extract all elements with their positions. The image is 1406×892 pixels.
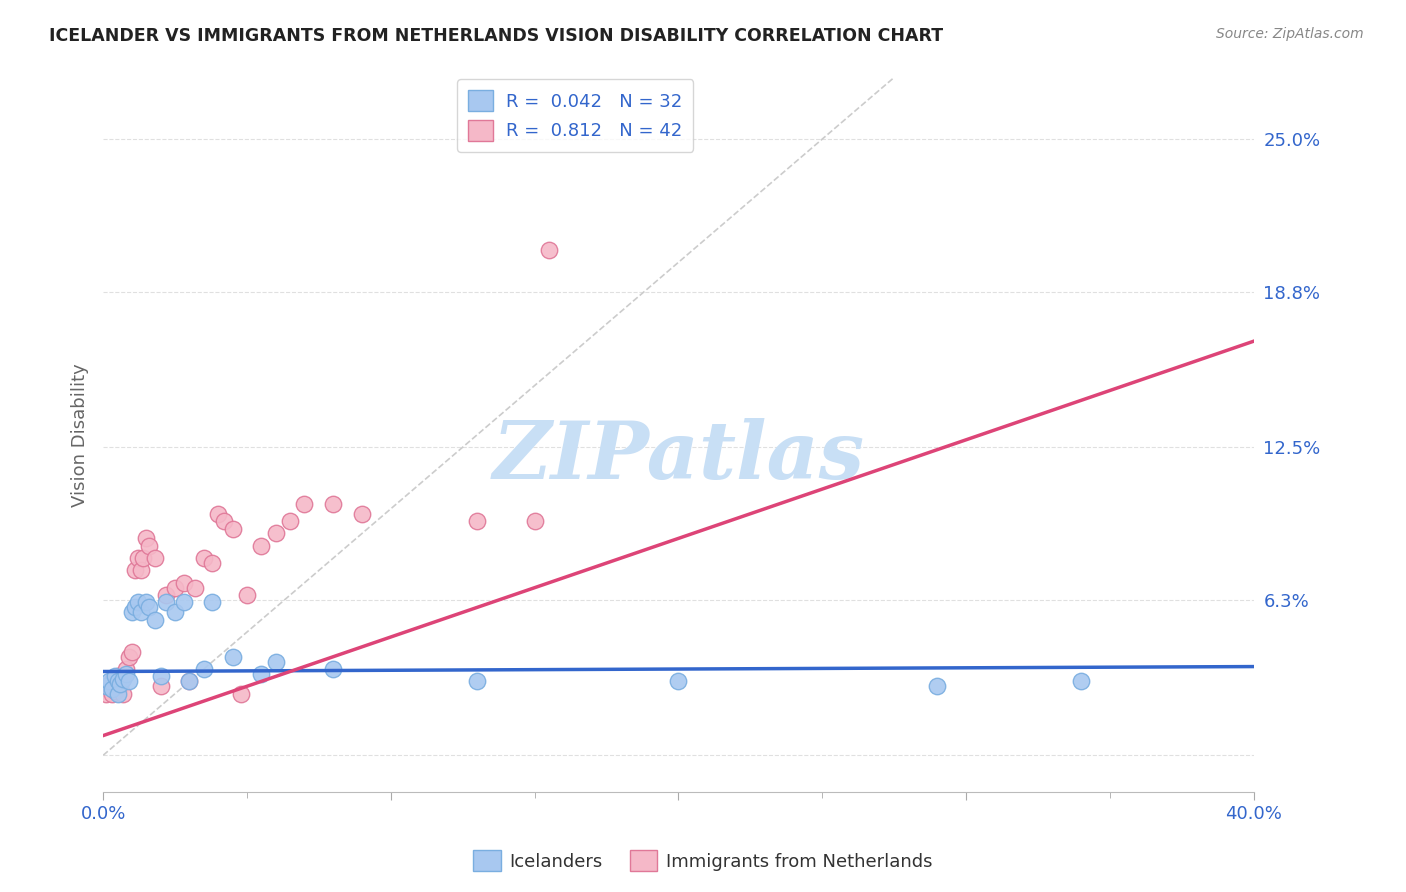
Point xyxy=(250,667,273,681)
Point xyxy=(97,679,120,693)
Point xyxy=(201,556,224,570)
Point xyxy=(100,687,122,701)
Point xyxy=(138,539,160,553)
Point xyxy=(149,669,172,683)
Point xyxy=(143,613,166,627)
Text: ICELANDER VS IMMIGRANTS FROM NETHERLANDS VISION DISABILITY CORRELATION CHART: ICELANDER VS IMMIGRANTS FROM NETHERLANDS… xyxy=(49,27,943,45)
Point xyxy=(207,507,229,521)
Point xyxy=(668,674,690,689)
Point xyxy=(121,605,143,619)
Point xyxy=(129,605,152,619)
Text: ZIPatlas: ZIPatlas xyxy=(492,417,865,495)
Point xyxy=(107,674,129,689)
Point xyxy=(97,674,120,689)
Point xyxy=(179,674,201,689)
Point xyxy=(124,564,146,578)
Point xyxy=(115,662,138,676)
Point xyxy=(118,649,141,664)
Point xyxy=(231,687,253,701)
Point xyxy=(173,595,195,609)
Point xyxy=(132,551,155,566)
Point xyxy=(107,669,129,683)
Point xyxy=(149,679,172,693)
Point xyxy=(201,595,224,609)
Y-axis label: Vision Disability: Vision Disability xyxy=(72,363,89,507)
Point xyxy=(179,674,201,689)
Point xyxy=(115,667,138,681)
Point xyxy=(322,662,344,676)
Point xyxy=(107,674,129,689)
Point xyxy=(138,600,160,615)
Point xyxy=(94,687,117,701)
Point xyxy=(173,575,195,590)
Point xyxy=(221,522,243,536)
Point xyxy=(163,581,186,595)
Legend: Icelanders, Immigrants from Netherlands: Icelanders, Immigrants from Netherlands xyxy=(467,843,939,879)
Point xyxy=(221,649,243,664)
Point xyxy=(135,532,157,546)
Point xyxy=(1070,674,1092,689)
Point xyxy=(104,684,127,698)
Point xyxy=(127,595,149,609)
Point xyxy=(322,497,344,511)
Point xyxy=(112,687,135,701)
Legend: R =  0.042   N = 32, R =  0.812   N = 42: R = 0.042 N = 32, R = 0.812 N = 42 xyxy=(457,79,693,152)
Point xyxy=(94,679,117,693)
Point xyxy=(465,514,488,528)
Point xyxy=(110,677,132,691)
Point xyxy=(112,672,135,686)
Point xyxy=(100,674,122,689)
Point xyxy=(193,551,215,566)
Point xyxy=(112,669,135,683)
Point xyxy=(107,687,129,701)
Point xyxy=(155,588,177,602)
Point xyxy=(350,507,373,521)
Point xyxy=(537,243,560,257)
Point xyxy=(523,514,546,528)
Point xyxy=(155,595,177,609)
Point xyxy=(100,681,122,696)
Point xyxy=(193,662,215,676)
Point xyxy=(236,588,259,602)
Point xyxy=(118,674,141,689)
Point xyxy=(104,669,127,683)
Point xyxy=(294,497,316,511)
Point xyxy=(465,674,488,689)
Point xyxy=(264,655,287,669)
Point xyxy=(278,514,301,528)
Point xyxy=(129,564,152,578)
Point xyxy=(143,551,166,566)
Point xyxy=(121,645,143,659)
Point xyxy=(184,581,207,595)
Point xyxy=(264,526,287,541)
Text: Source: ZipAtlas.com: Source: ZipAtlas.com xyxy=(1216,27,1364,41)
Point xyxy=(127,551,149,566)
Point xyxy=(135,595,157,609)
Point xyxy=(250,539,273,553)
Point xyxy=(927,679,949,693)
Point xyxy=(163,605,186,619)
Point xyxy=(124,600,146,615)
Point xyxy=(110,679,132,693)
Point xyxy=(212,514,235,528)
